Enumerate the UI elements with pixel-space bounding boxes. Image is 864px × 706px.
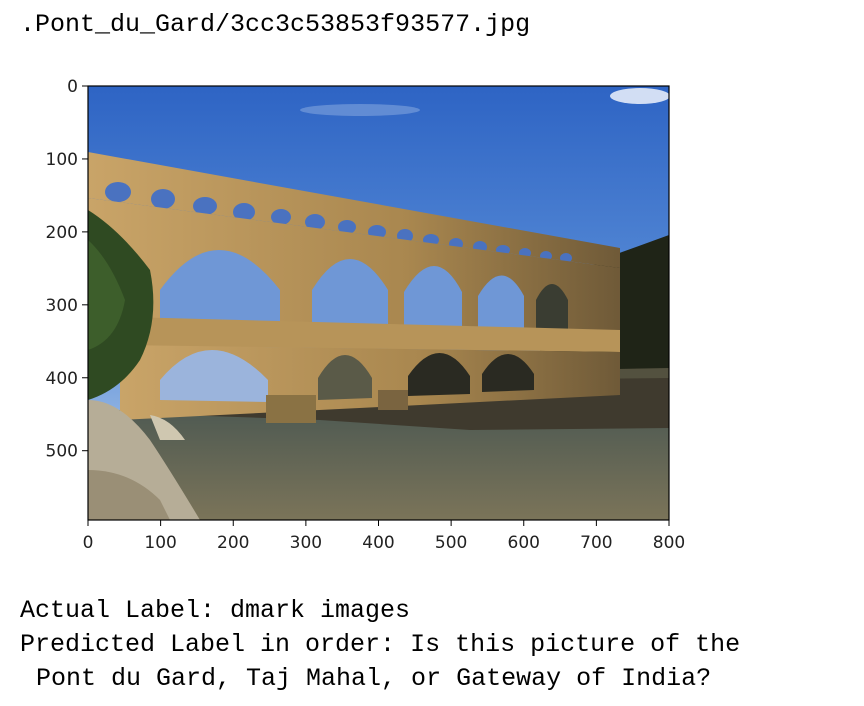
axis-ticks: 0 100 200 300 400 500 600 700 800 0 100 200 300 400 50… bbox=[46, 77, 686, 553]
x-tick-label: 400 bbox=[362, 533, 394, 553]
y-tick-label: 500 bbox=[46, 442, 78, 462]
x-tick-label: 100 bbox=[144, 533, 176, 553]
actual-label: Actual Label: dmark images bbox=[20, 596, 411, 625]
photo-pont-du-gard bbox=[88, 86, 669, 520]
y-tick-label: 300 bbox=[46, 296, 78, 316]
x-tick-label: 700 bbox=[580, 533, 612, 553]
image-filename: .Pont_du_Gard/3cc3c53853f93577.jpg bbox=[20, 10, 531, 39]
x-tick-label: 300 bbox=[290, 533, 322, 553]
predicted-label-line-2: Pont du Gard, Taj Mahal, or Gateway of I… bbox=[36, 664, 712, 693]
x-tick-label: 500 bbox=[435, 533, 467, 553]
predicted-label-line-1: Predicted Label in order: Is this pictur… bbox=[20, 630, 741, 659]
y-tick-label: 0 bbox=[67, 77, 78, 97]
image-plot: 0 100 200 300 400 500 600 700 800 0 100 200 300 400 50… bbox=[46, 77, 686, 553]
x-tick-label: 800 bbox=[653, 533, 685, 553]
y-tick-label: 200 bbox=[46, 223, 78, 243]
y-tick-label: 400 bbox=[46, 369, 78, 389]
x-tick-label: 0 bbox=[83, 533, 94, 553]
y-tick-label: 100 bbox=[46, 150, 78, 170]
x-tick-label: 200 bbox=[217, 533, 249, 553]
x-tick-label: 600 bbox=[508, 533, 540, 553]
